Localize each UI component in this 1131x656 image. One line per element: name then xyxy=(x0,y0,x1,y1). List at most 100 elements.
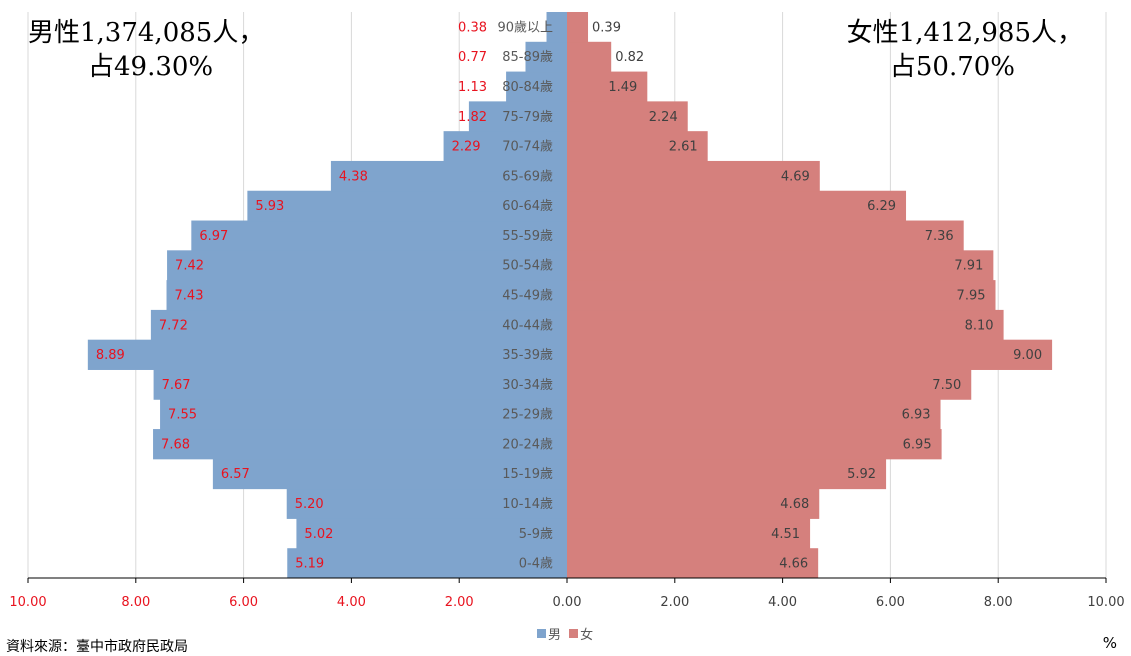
male-value-label: 2.29 xyxy=(452,140,481,155)
female-value-label: 6.95 xyxy=(903,437,932,452)
x-tick-label: 6.00 xyxy=(229,595,258,610)
legend-male-swatch xyxy=(537,629,546,638)
category-label: 65-69歲 xyxy=(502,169,553,184)
male-bar xyxy=(150,309,567,341)
male-value-label: 7.72 xyxy=(159,318,188,333)
category-label: 85-89歲 xyxy=(502,50,553,65)
female-bar xyxy=(567,220,964,251)
male-bar xyxy=(167,250,567,281)
female-value-label: 2.61 xyxy=(669,140,698,155)
category-label: 10-14歲 xyxy=(502,497,553,512)
source-note: 資料來源：臺中市政府民政局 xyxy=(6,639,188,655)
unit-label: % xyxy=(1102,634,1117,652)
male-value-label: 6.97 xyxy=(199,229,228,244)
x-tick-label: 10.00 xyxy=(1087,595,1124,610)
female-value-label: 4.51 xyxy=(771,527,800,542)
bars xyxy=(87,12,1053,579)
legend: 男 女 xyxy=(537,624,593,643)
male-value-label: 7.67 xyxy=(162,378,191,393)
female-bar xyxy=(567,429,942,460)
male-bar xyxy=(286,488,567,519)
female-bar xyxy=(567,280,996,311)
data-labels: 0-4歲 5.19 4.66 5-9歲 5.02 4.51 10-14歲 5.20 4.68 15… xyxy=(96,20,1042,571)
female-value-label: 4.66 xyxy=(779,557,808,572)
male-value-label: 5.20 xyxy=(295,497,324,512)
female-value-label: 8.10 xyxy=(965,318,994,333)
category-label: 60-64歲 xyxy=(502,199,553,214)
female-bar xyxy=(567,12,589,43)
female-value-label: 6.29 xyxy=(867,199,896,214)
male-bar xyxy=(160,399,567,430)
female-value-label: 7.50 xyxy=(932,378,961,393)
female-bar xyxy=(567,71,648,102)
category-label: 40-44歲 xyxy=(502,318,553,333)
category-label: 70-74歲 xyxy=(502,140,553,155)
male-bar xyxy=(153,369,567,400)
female-value-label: 7.95 xyxy=(957,289,986,304)
male-summary-percent: 占49.30% xyxy=(88,52,214,82)
female-value-label: 2.24 xyxy=(649,110,678,125)
male-bar xyxy=(330,160,567,192)
male-value-label: 7.43 xyxy=(175,289,204,304)
category-label: 90歲以上 xyxy=(497,20,553,35)
male-value-label: 8.89 xyxy=(96,348,125,363)
female-value-label: 1.49 xyxy=(608,80,637,95)
x-axis: 10.00 8.00 6.00 4.00 2.00 0.00 2.00 4.00 6.00 8.0… xyxy=(9,577,1125,610)
female-value-label: 4.69 xyxy=(781,169,810,184)
category-label: 75-79歲 xyxy=(502,110,553,125)
female-bar xyxy=(567,190,907,222)
male-summary-count: 男性1,374,085人， xyxy=(28,18,265,48)
female-bar xyxy=(567,41,612,73)
male-bar xyxy=(506,71,567,102)
male-bar xyxy=(296,518,567,549)
male-bar xyxy=(87,339,567,370)
male-summary: 男性1,374,085人， 占49.30% xyxy=(28,16,264,84)
female-value-label: 0.39 xyxy=(592,20,621,35)
female-value-label: 0.82 xyxy=(615,50,644,65)
category-label: 45-49歲 xyxy=(502,289,553,304)
male-value-label: 6.57 xyxy=(221,467,250,482)
male-bar xyxy=(212,458,567,490)
category-label: 25-29歲 xyxy=(502,408,553,423)
category-label: 5-9歲 xyxy=(519,527,553,542)
category-label: 35-39歲 xyxy=(502,348,553,363)
female-bar xyxy=(567,101,688,132)
x-tick-label: 8.00 xyxy=(121,595,150,610)
female-bar xyxy=(567,369,972,400)
female-value-label: 7.91 xyxy=(954,259,983,274)
x-tick-label: 2.00 xyxy=(445,595,474,610)
female-bar xyxy=(567,458,887,490)
female-bar xyxy=(567,131,708,162)
x-tick-label: 8.00 xyxy=(984,595,1013,610)
male-value-label: 7.42 xyxy=(175,259,204,274)
female-bar xyxy=(567,488,820,519)
female-summary-percent: 占50.70% xyxy=(889,52,1015,82)
male-value-label: 5.02 xyxy=(304,527,333,542)
x-tick-label: 2.00 xyxy=(660,595,689,610)
female-bar xyxy=(567,339,1053,370)
male-value-label: 5.19 xyxy=(295,557,324,572)
male-bar xyxy=(191,220,567,251)
male-bar xyxy=(546,12,567,43)
x-tick-label: 4.00 xyxy=(337,595,366,610)
male-value-label: 0.38 xyxy=(458,20,487,35)
female-value-label: 9.00 xyxy=(1013,348,1042,363)
male-bar xyxy=(525,41,567,73)
female-value-label: 6.93 xyxy=(902,408,931,423)
female-bar xyxy=(567,548,819,579)
male-bar xyxy=(468,101,567,132)
female-bar xyxy=(567,250,994,281)
male-bar xyxy=(166,280,567,311)
female-value-label: 7.36 xyxy=(925,229,954,244)
female-value-label: 4.68 xyxy=(780,497,809,512)
x-tick-label: 10.00 xyxy=(9,595,46,610)
female-bar xyxy=(567,399,941,430)
category-label: 20-24歲 xyxy=(502,437,553,452)
male-value-label: 7.68 xyxy=(161,437,190,452)
category-label: 50-54歲 xyxy=(502,259,553,274)
male-bar xyxy=(247,190,568,222)
male-value-label: 5.93 xyxy=(255,199,284,214)
female-value-label: 5.92 xyxy=(847,467,876,482)
male-value-label: 1.13 xyxy=(458,80,487,95)
